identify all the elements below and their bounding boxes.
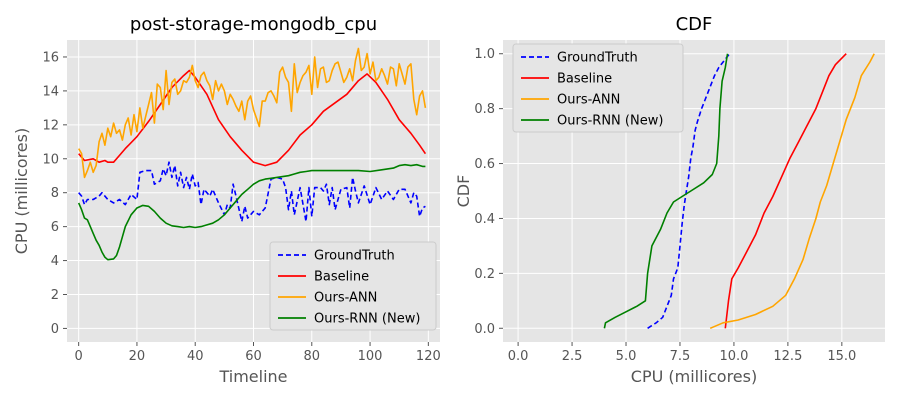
x-tick-label: 120 xyxy=(416,349,441,364)
chart-1: 0 20 40 60 80 100 120 0 2 4 6 8 10 12 14 16 post-storage… xyxy=(12,14,441,386)
y-tick-label: 12 xyxy=(42,118,59,133)
legend-label-baseline: Baseline xyxy=(314,270,369,285)
y-tick-label: 16 xyxy=(42,50,59,65)
legend-label-groundtruth: GroundTruth xyxy=(557,51,638,66)
series-line-groundtruth xyxy=(647,53,731,329)
legend-label-ours-rnn-new: Ours-RNN (New) xyxy=(314,312,420,327)
y-tick-label: 0.8 xyxy=(474,102,495,117)
x-tick-label: 60 xyxy=(245,349,262,364)
series-line-ours-rnn-new xyxy=(77,163,426,261)
x-tick-label: 40 xyxy=(187,349,204,364)
series-line-ours-rnn-new xyxy=(603,53,729,329)
x-tick-label: 0.0 xyxy=(508,349,529,364)
series-line-groundtruth xyxy=(78,161,426,223)
legend: GroundTruth Baseline Ours-ANN Ours-RNN (New… xyxy=(512,43,684,133)
x-axis-label: Timeline xyxy=(218,367,287,386)
x-tick-label: 0 xyxy=(75,349,83,364)
series-line-ours-ann xyxy=(709,53,875,330)
chart-title: post-storage-mongodb_cpu xyxy=(130,14,377,35)
chart-title: CDF xyxy=(676,14,713,35)
y-tick-label: 0.2 xyxy=(474,267,495,282)
y-tick-label: 0.4 xyxy=(474,212,495,227)
x-tick-label: 80 xyxy=(304,349,321,364)
y-tick-label: 4 xyxy=(51,254,59,269)
legend-label-baseline: Baseline xyxy=(557,72,612,87)
y-tick-label: 1.0 xyxy=(474,47,495,62)
legend-box xyxy=(512,43,684,133)
y-tick-label: 2 xyxy=(51,288,59,303)
series-line-baseline xyxy=(78,69,427,167)
y-tick-label: 10 xyxy=(42,152,59,167)
x-tick-label: 15.0 xyxy=(827,349,856,364)
legend: GroundTruth Baseline Ours-ANN Ours-RNN (New… xyxy=(269,241,437,331)
x-tick-label: 10.0 xyxy=(719,349,748,364)
x-tick-label: 2.5 xyxy=(562,349,583,364)
y-tick-label: 0 xyxy=(51,322,59,337)
legend-label-ours-rnn-new: Ours-RNN (New) xyxy=(557,114,663,129)
legend-box xyxy=(269,241,437,331)
y-tick-label: 0.0 xyxy=(474,322,495,337)
legend-label-ours-ann: Ours-ANN xyxy=(314,291,377,306)
x-tick-label: 7.5 xyxy=(670,349,691,364)
x-tick-label: 20 xyxy=(129,349,146,364)
series-line-ours-ann xyxy=(78,47,427,179)
y-tick-label: 14 xyxy=(42,84,59,99)
x-tick-label: 100 xyxy=(358,349,383,364)
y-tick-label: 0.6 xyxy=(474,157,495,172)
y-tick-label: 6 xyxy=(51,220,59,235)
series-line-baseline xyxy=(724,53,847,329)
legend-label-groundtruth: GroundTruth xyxy=(314,249,395,264)
y-axis-label: CPU (millicores) xyxy=(12,128,31,254)
y-axis-label: CDF xyxy=(454,175,473,208)
y-tick-label: 8 xyxy=(51,186,59,201)
x-tick-label: 5.0 xyxy=(616,349,637,364)
x-tick-label: 12.5 xyxy=(773,349,802,364)
chart-2: 0.0 2.5 5.0 7.5 10.0 12.5 15.0 0.0 0.2 0.4 0.6 0.8 1… xyxy=(454,14,885,386)
legend-label-ours-ann: Ours-ANN xyxy=(557,93,620,108)
x-axis-label: CPU (millicores) xyxy=(631,367,757,386)
